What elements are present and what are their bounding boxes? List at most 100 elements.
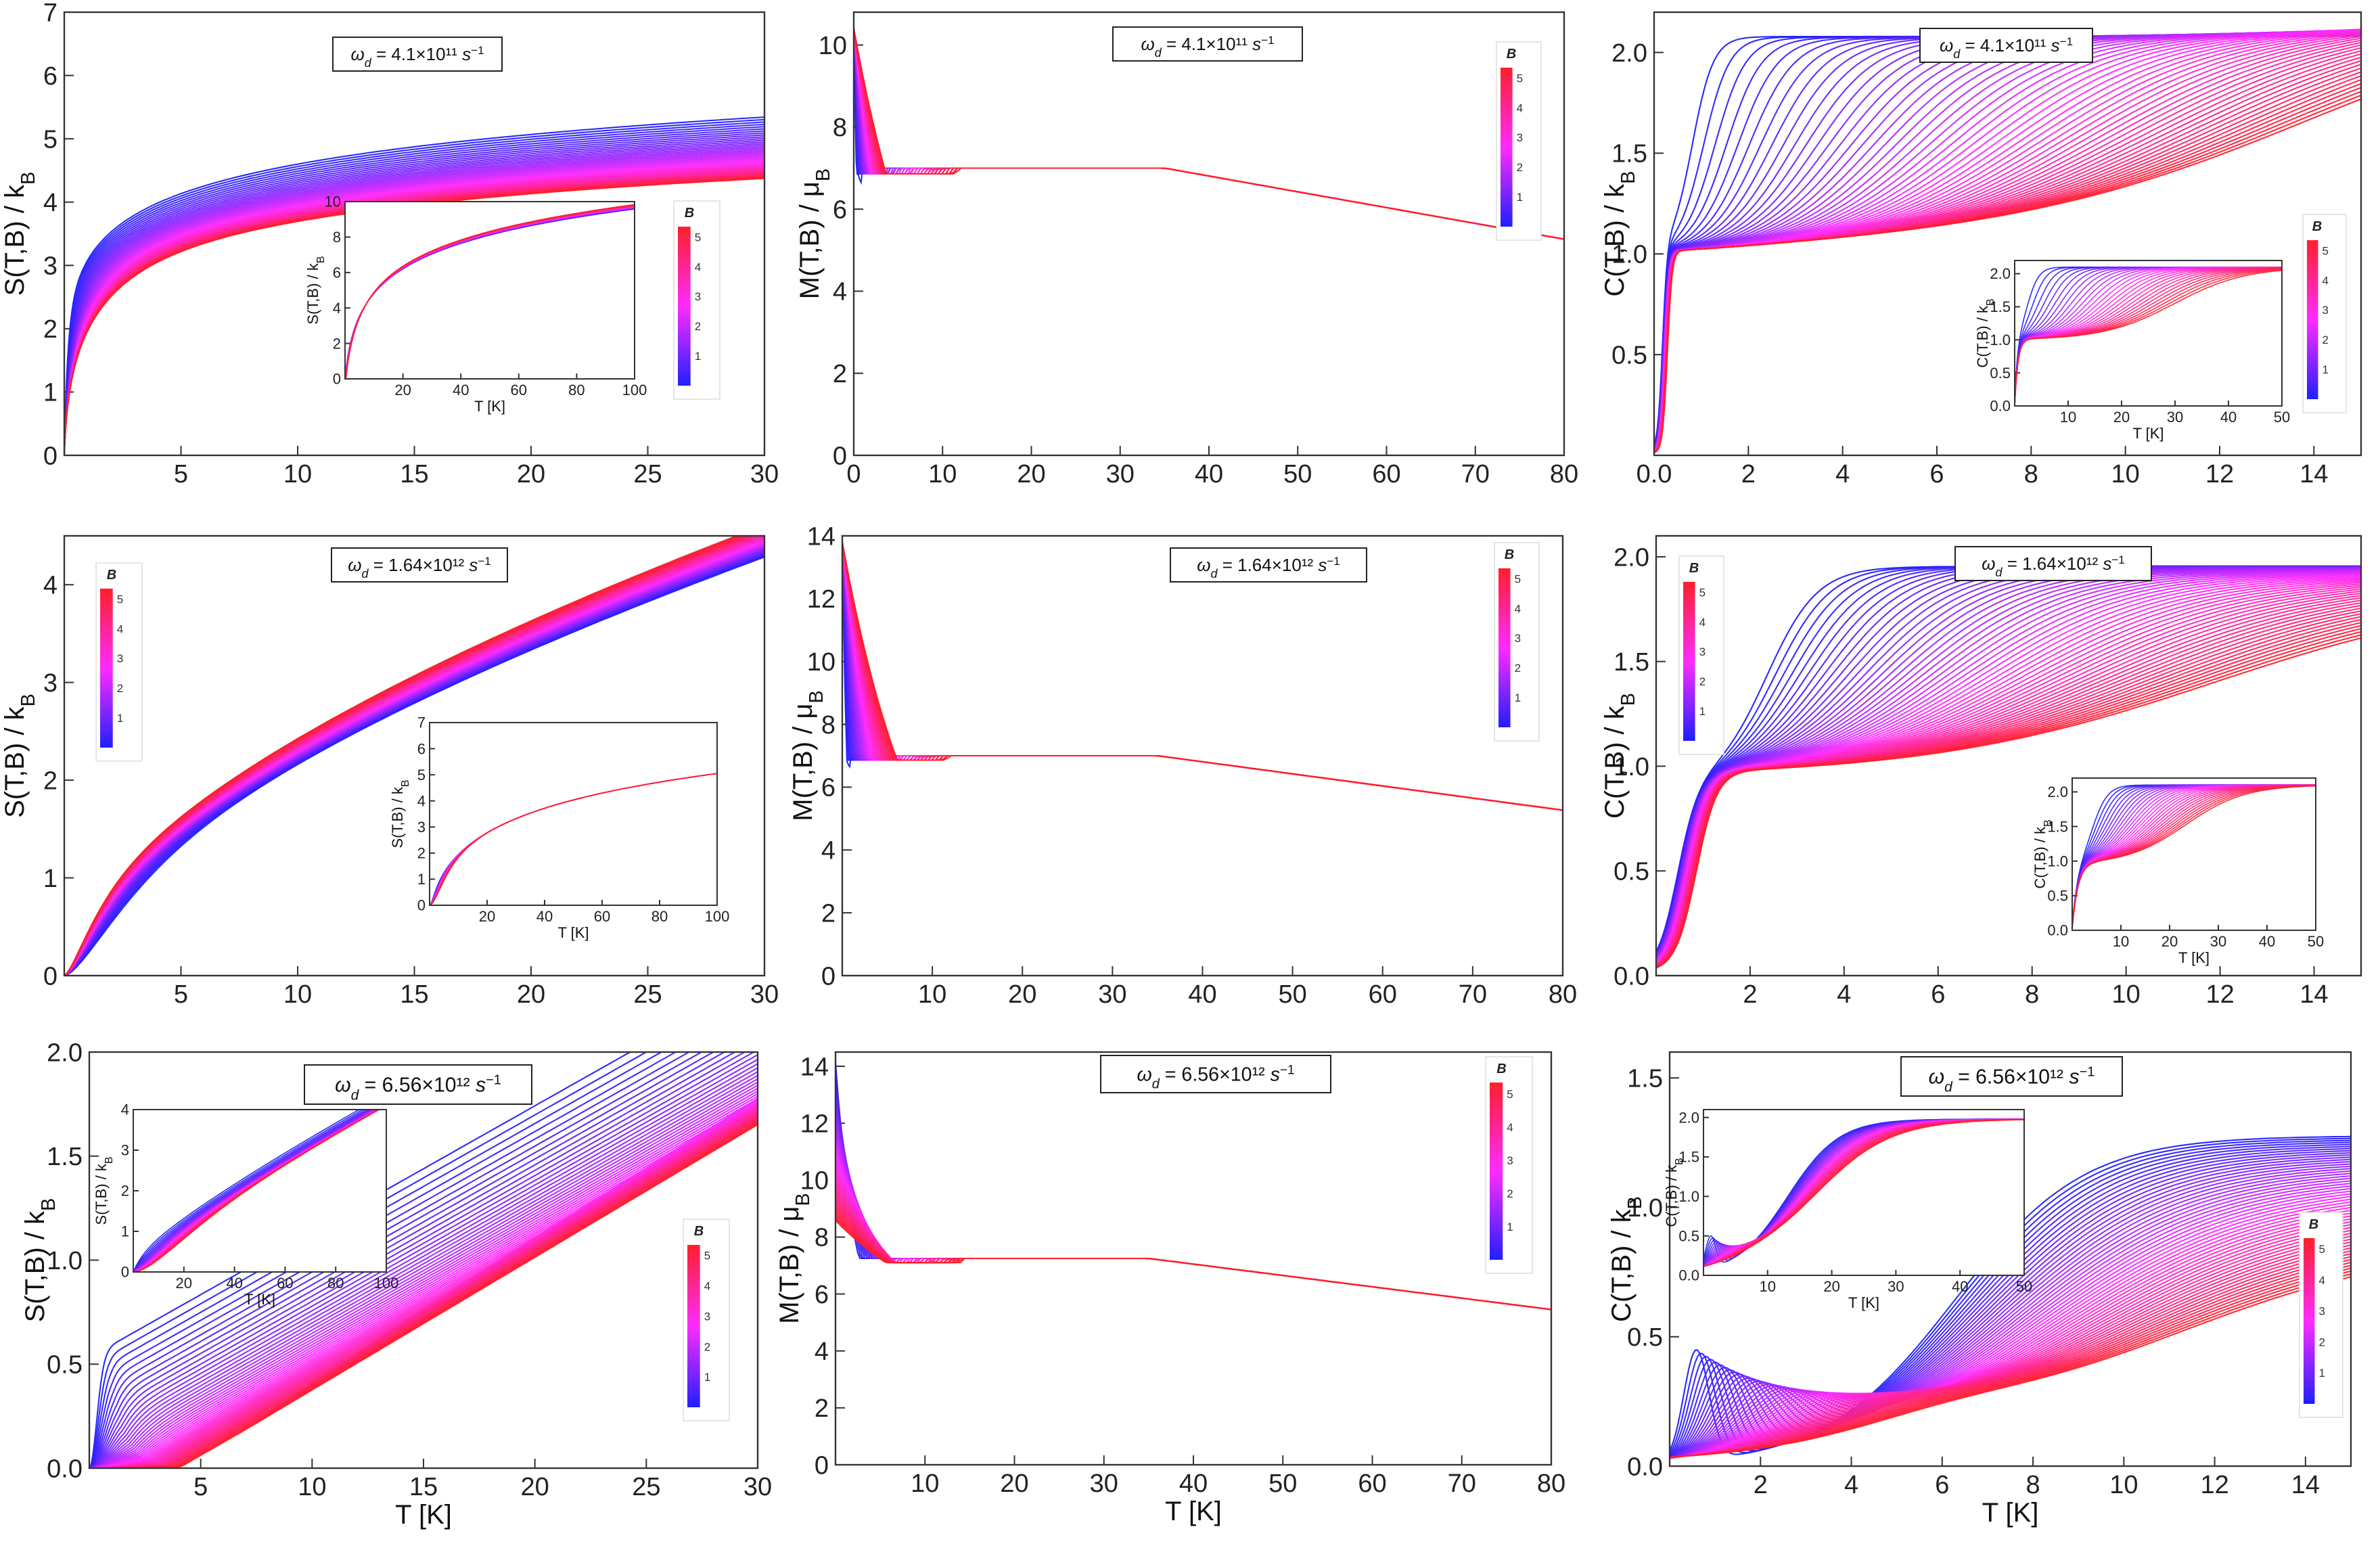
inset-frame-overlay xyxy=(133,1109,387,1273)
legend-tick-label: 3 xyxy=(1515,632,1521,645)
inset-series-group xyxy=(133,1110,381,1272)
y-tick-label: 10 xyxy=(325,194,341,210)
y-tick-label: 2.0 xyxy=(1611,39,1647,68)
legend-tick-label: 1 xyxy=(2322,363,2329,376)
series-line xyxy=(64,139,764,454)
series-line xyxy=(64,136,764,454)
title-box xyxy=(1900,1056,2123,1097)
y-axis-label: C(T,B) / kB xyxy=(1607,1196,1646,1322)
x-tick-label: 14 xyxy=(2291,1471,2320,1499)
y-tick-label: 5 xyxy=(417,767,426,783)
title-box xyxy=(332,37,503,72)
y-tick-label: 10 xyxy=(807,648,836,677)
x-tick-label: 20 xyxy=(176,1275,192,1292)
y-tick-label: 0.5 xyxy=(2047,888,2068,905)
inset-plot: 20 40 60 80 100 0 1 2 3 4 S(T,B) / kB T [K] xyxy=(93,1101,398,1308)
y-tick-label: 2 xyxy=(815,1394,829,1423)
series-line xyxy=(89,1052,715,1468)
y-axis-label: S(T,B) / kB xyxy=(0,172,39,296)
inset-series-group xyxy=(1703,1118,2024,1267)
series-line xyxy=(133,1110,371,1272)
y-tick-label: 2 xyxy=(833,360,847,388)
legend-tick-label: 1 xyxy=(1507,1221,1513,1233)
y-tick-label: 1.5 xyxy=(1614,648,1649,677)
panel-s-row3: 5 10 15 20 25 300.00.51.01.52.0S(T,B) / kBT [… xyxy=(20,1039,772,1530)
legend-colorbar xyxy=(100,589,113,748)
series-group xyxy=(1656,565,2361,969)
legend-tick-label: 2 xyxy=(1517,161,1523,174)
y-tick-label: 1 xyxy=(417,871,426,888)
series-line xyxy=(842,542,1563,811)
title-box xyxy=(1100,1055,1331,1093)
x-tick-label: 12 xyxy=(2205,980,2234,1009)
title-box xyxy=(331,547,508,583)
legend-tick-label: 5 xyxy=(1507,1088,1513,1101)
x-tick-label: 2 xyxy=(1754,1471,1768,1499)
y-tick-label: 8 xyxy=(821,711,836,739)
x-tick-label: 20 xyxy=(479,908,495,925)
legend-tick-label: 5 xyxy=(695,231,701,244)
x-tick-label: 80 xyxy=(327,1275,344,1292)
series-line xyxy=(836,1219,1551,1311)
legend-tick-label: 1 xyxy=(704,1371,710,1384)
legend-tick-label: 4 xyxy=(704,1280,710,1293)
x-tick-label: 6 xyxy=(1929,460,1944,488)
x-tick-label: 30 xyxy=(1887,1278,1904,1295)
series-line xyxy=(89,1058,758,1468)
y-tick-label: 2.0 xyxy=(2047,783,2068,800)
x-tick-label: 2 xyxy=(1741,460,1756,488)
x-tick-label: 80 xyxy=(1549,980,1577,1009)
y-tick-label: 1.0 xyxy=(47,1247,83,1275)
series-line xyxy=(89,1085,758,1468)
series-group xyxy=(836,1062,1551,1311)
x-tick-label: 0 xyxy=(846,460,861,488)
inset-x-axis-label: T [K] xyxy=(244,1291,275,1308)
series-line xyxy=(64,128,764,454)
series-line xyxy=(345,204,635,379)
y-tick-label: 3 xyxy=(43,669,58,698)
series-line xyxy=(1670,1137,2351,1454)
legend-colorbar xyxy=(1498,568,1511,727)
title-box xyxy=(1112,26,1303,62)
inset-y-axis-label: S(T,B) / kB xyxy=(93,1156,115,1225)
y-tick-label: 0.5 xyxy=(1678,1227,1699,1244)
legend-tick-label: 3 xyxy=(117,652,123,665)
series-group xyxy=(64,536,764,976)
inset-series-group xyxy=(430,773,717,905)
legend-tick-label: 2 xyxy=(2319,1336,2325,1348)
series-line xyxy=(64,150,764,453)
inset-y-axis-label: C(T,B) / kB xyxy=(1663,1158,1685,1227)
x-tick-label: 60 xyxy=(1358,1470,1386,1498)
inset-plot: 20 40 60 80 100 0 2 4 6 8 10 S(T,B) / kB T [K] xyxy=(304,194,647,415)
y-tick-label: 8 xyxy=(815,1224,829,1252)
series-line xyxy=(64,121,764,455)
legend-tick-label: 1 xyxy=(695,350,701,363)
x-tick-label: 6 xyxy=(1935,1471,1949,1499)
series-line xyxy=(64,141,764,453)
y-tick-label: 12 xyxy=(800,1110,829,1138)
series-line xyxy=(64,156,764,453)
legend-tick-label: 5 xyxy=(1699,586,1706,599)
y-tick-label: 6 xyxy=(833,196,847,224)
y-tick-label: 0 xyxy=(821,962,836,991)
y-tick-label: 4 xyxy=(121,1101,129,1118)
legend-colorbar xyxy=(1683,582,1695,741)
legend-tick-label: 5 xyxy=(2322,244,2329,257)
y-tick-label: 4 xyxy=(43,189,58,217)
y-axis-label: S(T,B) / kB xyxy=(0,693,39,818)
x-tick-label: 8 xyxy=(2026,1471,2040,1499)
y-tick-label: 0.0 xyxy=(47,1455,83,1483)
x-tick-label: 40 xyxy=(453,382,469,399)
x-tick-label: 40 xyxy=(536,908,553,925)
x-axis-label: T [K] xyxy=(1982,1498,2039,1528)
legend-tick-label: 4 xyxy=(1517,101,1523,114)
y-tick-label: 1.0 xyxy=(1678,1188,1699,1205)
inset-plot: 20 40 60 80 100 0 1 2 3 4 5 6 7 S(T,B) / kB T [K] xyxy=(389,714,729,941)
x-tick-label: 10 xyxy=(2060,409,2076,426)
x-tick-label: 60 xyxy=(1372,460,1400,488)
x-tick-label: 6 xyxy=(1931,980,1945,1009)
y-tick-label: 0 xyxy=(121,1264,129,1281)
inset-x-axis-label: T [K] xyxy=(2132,425,2164,442)
